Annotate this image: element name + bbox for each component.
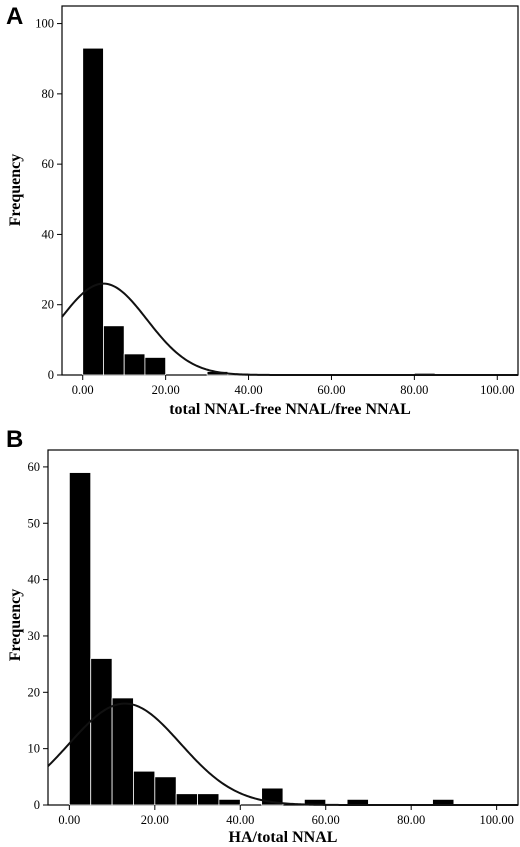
panel-a-y-axis-title: Frequency: [7, 154, 24, 227]
panel-b-bar: [175, 793, 198, 806]
panel-a-x-tick-label: 20.00: [152, 383, 180, 397]
panel-b-bar: [197, 793, 220, 806]
panel-a-x-axis-title: total NNAL-free NNAL/free NNAL: [169, 401, 411, 418]
panel-b-y-axis: 0 10 20 30 40 50 60: [28, 460, 48, 812]
panel-a-bar: [144, 357, 167, 376]
panel-a-y-tick-label: 80: [42, 87, 55, 101]
panel-b-y-tick-label: 10: [28, 742, 41, 756]
panel-a-normal-curve: [61, 282, 518, 376]
panel-b-y-axis-title: Frequency: [7, 589, 24, 662]
panel-a-x-tick-label: 40.00: [234, 383, 262, 397]
panel-a-x-tick-label: 80.00: [400, 383, 428, 397]
panel-b-x-tick-label: 0.00: [58, 813, 80, 827]
panel-b-x-tick-label: 40.00: [226, 813, 254, 827]
panel-a-bars: [82, 47, 436, 376]
panel-a-plot-frame: [61, 5, 519, 376]
panel-b-x-axis: 0.00 20.00 40.00 60.00 80.00 100.00: [58, 805, 514, 827]
panel-a-bar: [82, 47, 104, 376]
panel-b-y-tick-label: 20: [28, 685, 41, 699]
panel-a-bar: [103, 325, 125, 376]
panel-b-y-tick-label: 0: [34, 798, 40, 812]
panel-a-x-tick-label: 60.00: [317, 383, 345, 397]
panel-b-bar: [90, 658, 113, 806]
panel-a-x-axis: 0.00 20.00 40.00 60.00 80.00 100.00: [72, 375, 514, 397]
panel-a-y-tick-label: 0: [48, 368, 54, 382]
panel-a-y-tick-label: 100: [35, 17, 54, 31]
panel-a-x-tick-label: 100.00: [480, 383, 514, 397]
panel-b-bar: [68, 472, 92, 806]
panel-a: A 0 20 40 60 80 100 0.00 20.00 40.00 60.00 80.00 1…: [6, 3, 519, 418]
panel-b: B 0 10 20 30 40 50 60 0.00 20.00 40.00 60.00 80.00…: [6, 426, 519, 846]
panel-b-bar: [154, 776, 177, 806]
panel-a-y-axis: 0 20 40 60 80 100: [35, 17, 62, 382]
panel-b-x-axis-title: HA/total NNAL: [229, 829, 338, 846]
panel-a-y-tick-label: 20: [42, 298, 55, 312]
panel-b-x-tick-label: 60.00: [312, 813, 340, 827]
panel-b-letter: B: [6, 426, 23, 453]
panel-b-y-tick-label: 30: [28, 629, 41, 643]
panel-b-x-tick-label: 100.00: [479, 813, 513, 827]
panel-a-y-tick-label: 40: [42, 227, 55, 241]
panel-b-x-tick-label: 80.00: [397, 813, 425, 827]
panel-b-y-tick-label: 60: [28, 460, 41, 474]
panel-b-bar: [111, 697, 134, 806]
panel-b-bar: [133, 770, 156, 806]
panel-b-x-tick-label: 20.00: [141, 813, 169, 827]
panel-b-normal-curve: [47, 702, 518, 806]
panel-a-letter: A: [6, 3, 23, 30]
panel-b-y-tick-label: 40: [28, 573, 41, 587]
panel-a-y-tick-label: 60: [42, 157, 55, 171]
panel-b-bars: [68, 472, 455, 806]
panel-a-x-tick-label: 0.00: [72, 383, 94, 397]
panel-b-y-tick-label: 50: [28, 516, 41, 530]
panel-b-bar: [218, 798, 241, 806]
panel-a-bar: [123, 353, 146, 376]
